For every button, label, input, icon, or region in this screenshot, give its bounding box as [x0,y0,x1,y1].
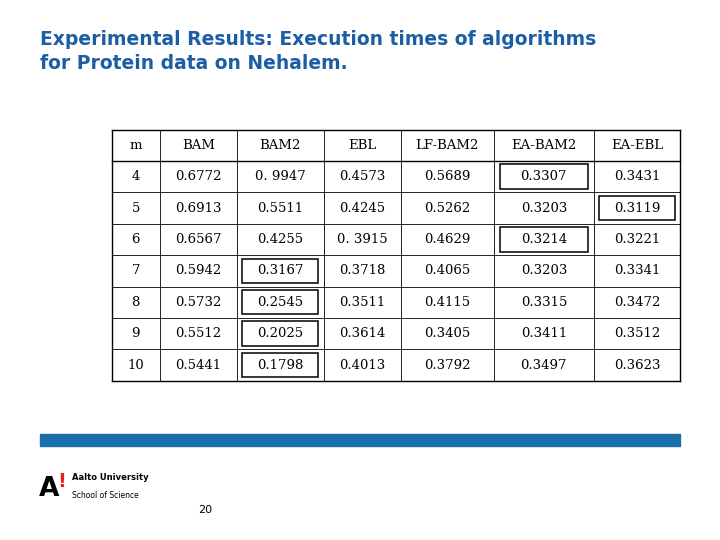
Text: 0.5942: 0.5942 [175,265,222,278]
Text: 20: 20 [198,505,212,515]
Text: 0.3623: 0.3623 [613,359,660,372]
Text: 0.4065: 0.4065 [424,265,471,278]
Bar [242,290,318,314]
Text: 0.5511: 0.5511 [257,201,303,214]
Text: 0.3472: 0.3472 [614,296,660,309]
Text: 0.6913: 0.6913 [175,201,222,214]
Text: BAM2: BAM2 [260,139,301,152]
Text: 0.3307: 0.3307 [521,170,567,183]
Text: 0.3411: 0.3411 [521,327,567,340]
Bar [500,165,588,189]
Text: 0.6567: 0.6567 [175,233,222,246]
Text: Aalto University: Aalto University [72,474,148,482]
Text: 0. 9947: 0. 9947 [255,170,306,183]
Text: 6: 6 [132,233,140,246]
Text: 0. 3915: 0. 3915 [337,233,387,246]
Text: 0.3119: 0.3119 [614,201,660,214]
Text: 0.3512: 0.3512 [614,327,660,340]
Text: 0.3214: 0.3214 [521,233,567,246]
Text: 0.3718: 0.3718 [339,265,385,278]
Text: 0.3792: 0.3792 [424,359,471,372]
Text: EBL: EBL [348,139,377,152]
Text: 0.5512: 0.5512 [175,327,222,340]
Bar [599,196,675,220]
Text: 0.3203: 0.3203 [521,201,567,214]
Text: 7: 7 [132,265,140,278]
Bar [500,227,588,252]
Text: 0.3221: 0.3221 [614,233,660,246]
Text: 0.5732: 0.5732 [175,296,222,309]
Bar [242,353,318,377]
Bar [242,259,318,283]
Text: 0.2025: 0.2025 [257,327,303,340]
Bar [242,321,318,346]
Text: BAM: BAM [182,139,215,152]
Text: 9: 9 [132,327,140,340]
Text: 0.3405: 0.3405 [424,327,471,340]
Text: 5: 5 [132,201,140,214]
Text: EA-BAM2: EA-BAM2 [511,139,577,152]
Text: 0.4013: 0.4013 [339,359,385,372]
Text: 0.5441: 0.5441 [175,359,222,372]
Text: 0.3497: 0.3497 [521,359,567,372]
Text: m: m [130,139,142,152]
Text: 0.4629: 0.4629 [424,233,471,246]
Text: 0.3341: 0.3341 [614,265,660,278]
Text: 0.5689: 0.5689 [424,170,471,183]
Text: 0.3431: 0.3431 [614,170,660,183]
Text: LF-BAM2: LF-BAM2 [415,139,479,152]
Text: School of Science: School of Science [72,491,139,500]
Text: 0.4115: 0.4115 [424,296,470,309]
Text: 0.3203: 0.3203 [521,265,567,278]
Text: 0.4245: 0.4245 [339,201,385,214]
Text: EA-EBL: EA-EBL [611,139,663,152]
Text: 0.6772: 0.6772 [175,170,222,183]
Text: 4: 4 [132,170,140,183]
Text: 0.3614: 0.3614 [339,327,385,340]
Text: 0.3511: 0.3511 [339,296,385,309]
Text: 0.4255: 0.4255 [257,233,303,246]
Text: 0.1798: 0.1798 [257,359,304,372]
Text: 0.3167: 0.3167 [257,265,304,278]
Text: 10: 10 [127,359,144,372]
Bar [40,434,680,445]
Text: 0.4573: 0.4573 [339,170,385,183]
Text: A: A [39,476,59,502]
Text: Experimental Results: Execution times of algorithms
for Protein data on Nehalem.: Experimental Results: Execution times of… [40,30,596,73]
Text: 0.5262: 0.5262 [424,201,471,214]
Text: 0.3315: 0.3315 [521,296,567,309]
Text: 8: 8 [132,296,140,309]
Text: 0.2545: 0.2545 [257,296,303,309]
Text: !: ! [58,472,66,491]
